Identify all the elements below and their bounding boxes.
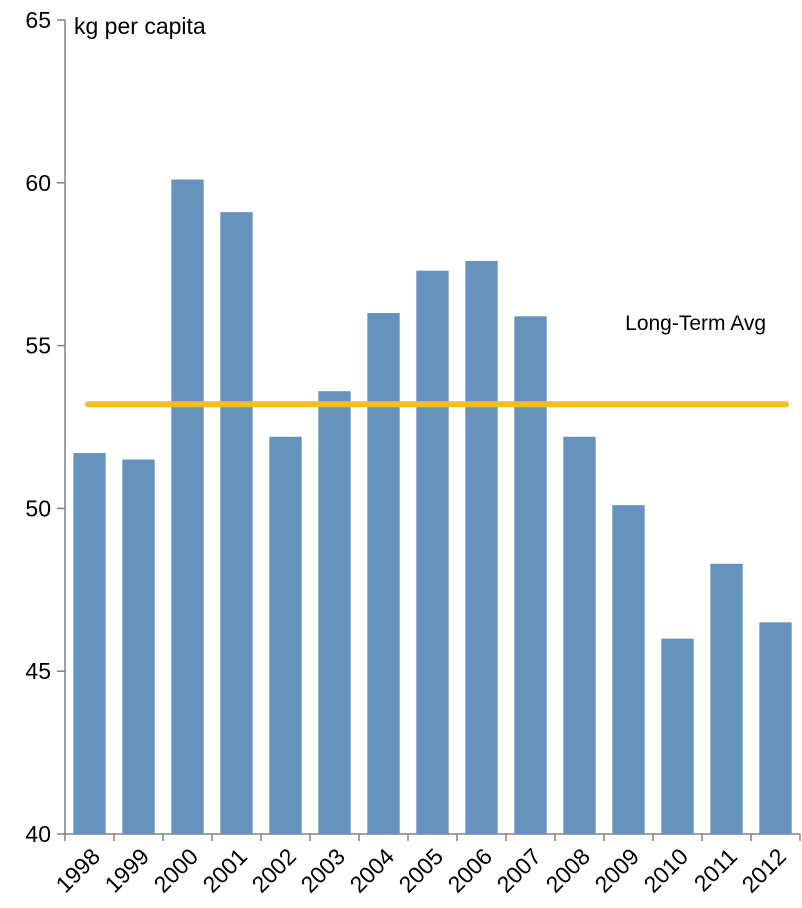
x-tick-label: 2004: [344, 843, 399, 898]
bar-2009: [612, 505, 645, 834]
x-tick-label: 2009: [589, 843, 644, 898]
x-tick-label: 2007: [491, 843, 546, 898]
bar-2010: [661, 638, 694, 834]
y-tick-labels: 40 45 50 55 60 65: [25, 7, 51, 847]
bar-2007: [514, 316, 547, 834]
bar-2008: [563, 436, 596, 834]
x-tick-label: 2012: [736, 843, 791, 898]
bar-2011: [710, 563, 743, 834]
bar-2001: [220, 212, 253, 834]
x-tick-label: 2010: [638, 843, 693, 898]
bar-2004: [367, 313, 400, 834]
x-tick-label: 1998: [50, 843, 105, 898]
bar-2006: [465, 260, 498, 835]
x-tick-labels: 1998199920002001200220032004200520062007…: [50, 843, 791, 898]
y-axis-unit-label: kg per capita: [74, 13, 206, 39]
long-term-average-label: Long-Term Avg: [625, 312, 766, 335]
bars-group: [73, 179, 792, 835]
y-tick-label: 50: [25, 495, 51, 521]
y-tick-label: 65: [25, 7, 51, 33]
x-tick-label: 2003: [295, 843, 350, 898]
bar-2003: [318, 391, 351, 834]
x-tick-label: 2001: [197, 843, 252, 898]
bar-2000: [171, 179, 204, 834]
average-line-group: Long-Term Avg: [85, 312, 789, 408]
y-tick-label: 45: [25, 658, 51, 684]
bar-1998: [73, 453, 106, 834]
x-tick-label: 2008: [540, 843, 595, 898]
bar-1999: [122, 459, 155, 834]
y-tick-label: 55: [25, 333, 51, 359]
x-tick-label: 1999: [99, 843, 154, 898]
x-tick-label: 2000: [148, 843, 203, 898]
x-tick-label: 2005: [393, 843, 448, 898]
y-tick-label: 60: [25, 170, 51, 196]
bar-2012: [759, 622, 792, 834]
bar-2005: [416, 270, 449, 834]
x-tick-label: 2006: [442, 843, 497, 898]
x-tick-label: 2011: [689, 843, 742, 896]
bar-2002: [269, 436, 302, 834]
y-tick-label: 40: [25, 821, 51, 847]
x-tick-label: 2002: [246, 843, 301, 898]
